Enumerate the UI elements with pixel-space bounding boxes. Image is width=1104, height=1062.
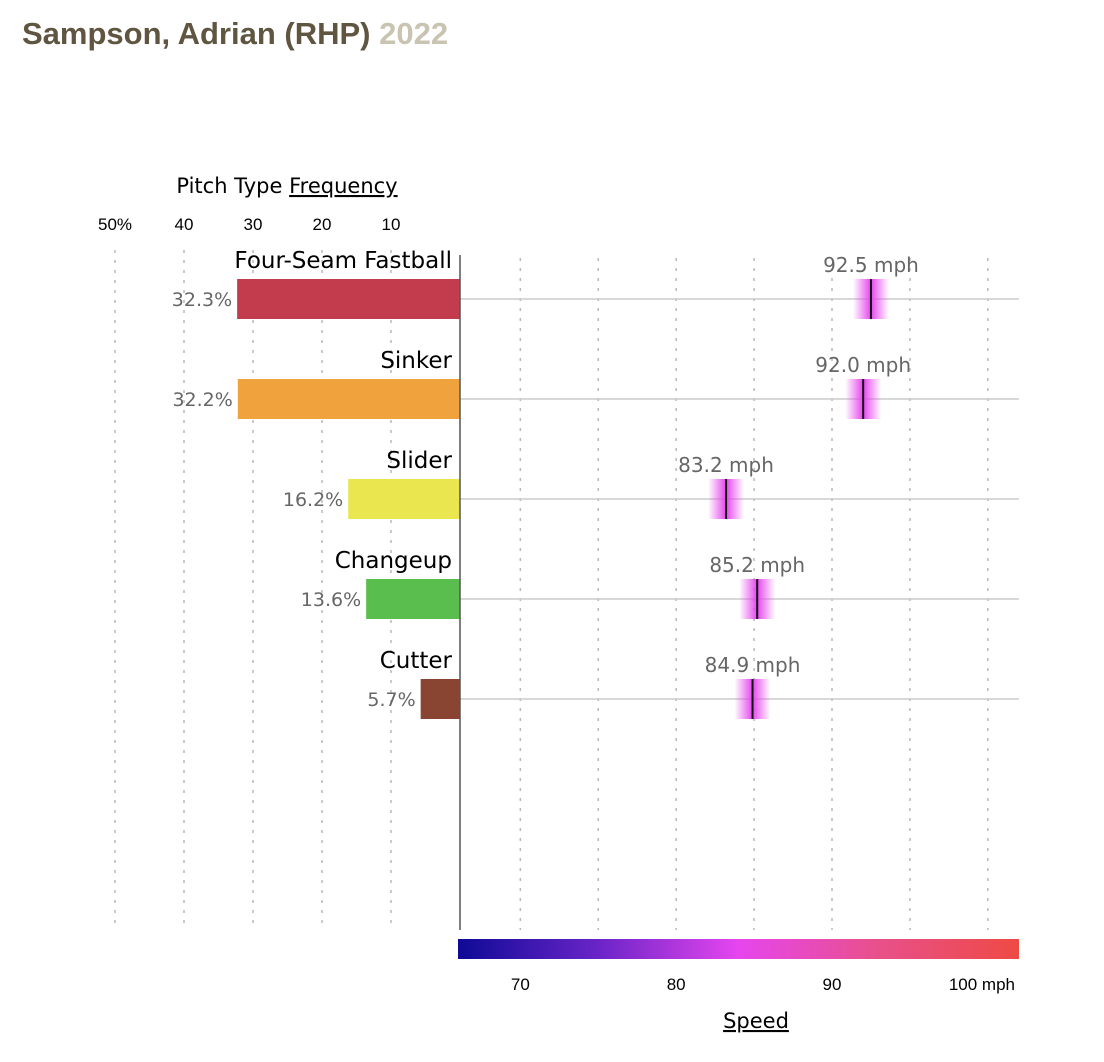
player-name: Sampson, Adrian (RHP) — [22, 16, 371, 51]
frequency-bar — [237, 379, 460, 419]
pitch-type-label: Sinker — [380, 348, 452, 374]
frequency-tick-label: 20 — [313, 215, 332, 234]
speed-tick-label: 100 mph — [949, 975, 1015, 994]
speed-value-label: 84.9 mph — [705, 653, 801, 677]
pitch-type-label: Slider — [386, 448, 452, 474]
speed-axis-title: Speed — [723, 1009, 789, 1033]
frequency-value-label: 16.2% — [283, 489, 343, 511]
frequency-bar — [420, 679, 460, 719]
frequency-value-label: 13.6% — [301, 589, 361, 611]
frequency-axis-title-emphasis: Frequency — [289, 174, 398, 198]
frequency-value-label: 5.7% — [367, 689, 415, 711]
speed-value-label: 83.2 mph — [678, 453, 774, 477]
frequency-tick-label: 10 — [382, 215, 401, 234]
speed-value-labels: 92.5 mph 92.0 mph 83.2 mph 85.2 mph 84.9 mph — [678, 253, 919, 677]
speed-markers — [708, 279, 889, 719]
frequency-axis-title-prefix: Pitch Type — [176, 174, 282, 198]
speed-value-label: 92.5 mph — [823, 253, 919, 277]
speed-gridlines — [519, 258, 989, 930]
frequency-value-label: 32.3% — [172, 289, 232, 311]
speed-tick-labels: 70 80 90 100 mph — [511, 975, 1015, 994]
frequency-tick-label: 50% — [98, 215, 132, 234]
frequency-value-label: 32.2% — [172, 389, 232, 411]
frequency-bars — [237, 279, 460, 719]
speed-tick-label: 90 — [823, 975, 842, 994]
frequency-axis-title: Pitch Type Frequency — [176, 174, 397, 198]
frequency-tick-labels: 50% 40 30 20 10 — [98, 215, 400, 234]
season-year: 2022 — [379, 16, 449, 51]
speed-value-label: 92.0 mph — [815, 353, 911, 377]
pitch-type-label: Four-Seam Fastball — [234, 248, 452, 274]
speed-value-label: 85.2 mph — [709, 553, 805, 577]
frequency-bar — [237, 279, 460, 319]
speed-color-scale — [458, 939, 1019, 959]
frequency-value-labels: 32.3% 32.2% 16.2% 13.6% 5.7% — [172, 289, 416, 711]
pitch-type-label: Cutter — [380, 648, 453, 674]
speed-tick-label: 70 — [511, 975, 530, 994]
frequency-tick-label: 30 — [244, 215, 263, 234]
speed-tick-label: 80 — [667, 975, 686, 994]
pitch-type-labels: Four-Seam Fastball Sinker Slider Changeup Cu… — [234, 248, 452, 674]
frequency-bar — [348, 479, 460, 519]
pitch-type-label: Changeup — [335, 548, 452, 574]
frequency-bar — [366, 579, 460, 619]
chart-title: Sampson, Adrian (RHP) 2022 — [22, 16, 448, 52]
frequency-tick-label: 40 — [175, 215, 194, 234]
